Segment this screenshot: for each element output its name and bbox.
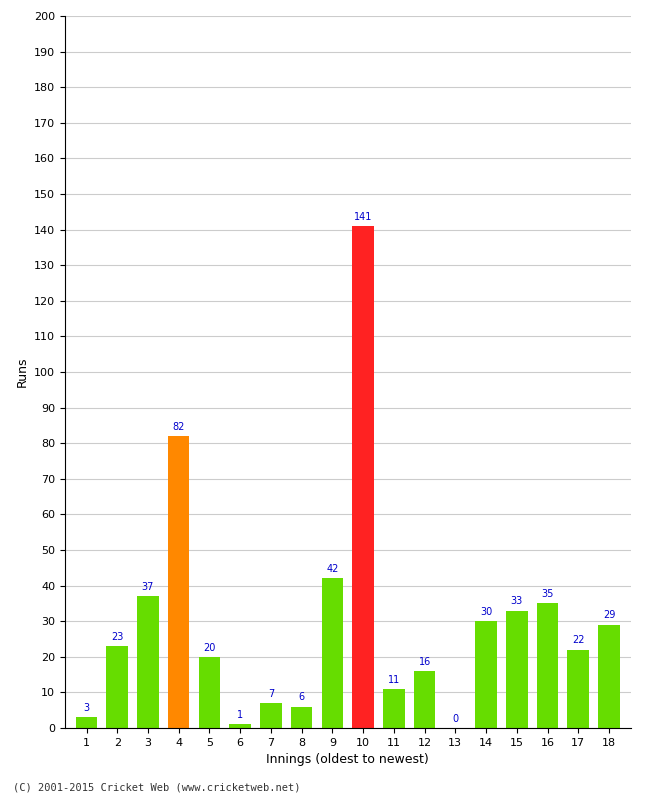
- Text: 22: 22: [572, 635, 584, 646]
- Bar: [414, 671, 436, 728]
- Text: 1: 1: [237, 710, 243, 720]
- Bar: [475, 622, 497, 728]
- Text: 33: 33: [511, 596, 523, 606]
- Text: 7: 7: [268, 689, 274, 699]
- Bar: [352, 226, 374, 728]
- Text: 29: 29: [603, 610, 615, 621]
- Bar: [506, 610, 528, 728]
- Y-axis label: Runs: Runs: [16, 357, 29, 387]
- Bar: [537, 603, 558, 728]
- Text: 0: 0: [452, 714, 458, 724]
- Text: 37: 37: [142, 582, 154, 592]
- X-axis label: Innings (oldest to newest): Innings (oldest to newest): [266, 754, 429, 766]
- Text: 42: 42: [326, 564, 339, 574]
- Bar: [598, 625, 619, 728]
- Text: 11: 11: [388, 674, 400, 685]
- Text: 82: 82: [172, 422, 185, 432]
- Text: 20: 20: [203, 642, 216, 653]
- Text: 30: 30: [480, 607, 492, 617]
- Bar: [76, 718, 98, 728]
- Bar: [567, 650, 589, 728]
- Bar: [168, 436, 189, 728]
- Text: 3: 3: [83, 703, 90, 713]
- Bar: [260, 703, 281, 728]
- Bar: [322, 578, 343, 728]
- Text: 6: 6: [298, 692, 305, 702]
- Bar: [229, 725, 251, 728]
- Text: 35: 35: [541, 589, 554, 599]
- Text: 16: 16: [419, 657, 431, 666]
- Text: 141: 141: [354, 212, 372, 222]
- Bar: [107, 646, 128, 728]
- Text: 23: 23: [111, 632, 124, 642]
- Bar: [137, 596, 159, 728]
- Bar: [383, 689, 404, 728]
- Bar: [291, 706, 313, 728]
- Bar: [199, 657, 220, 728]
- Text: (C) 2001-2015 Cricket Web (www.cricketweb.net): (C) 2001-2015 Cricket Web (www.cricketwe…: [13, 782, 300, 792]
